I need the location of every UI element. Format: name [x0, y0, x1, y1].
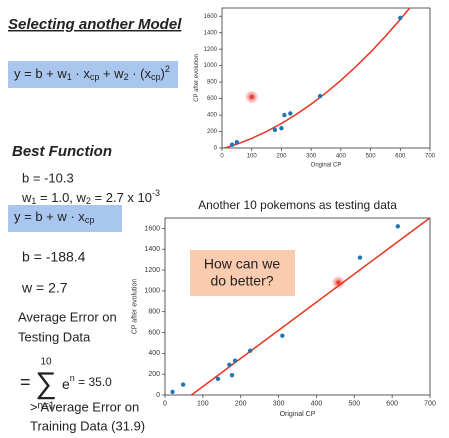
- y-tick-label: 1400: [144, 246, 160, 253]
- formula-box: [8, 61, 178, 88]
- x-tick-label: 500: [348, 400, 360, 407]
- x-axis-label: Original CP: [311, 162, 342, 168]
- data-point: [317, 93, 323, 99]
- y-tick-label: 600: [148, 329, 160, 336]
- y-tick-label: 1200: [144, 267, 160, 274]
- highlight-point: [249, 94, 254, 100]
- x-tick-label: 400: [336, 153, 347, 159]
- y-tick-label: 1400: [204, 30, 218, 36]
- param: w1 = 1.0, w2 = 2.7 x 10-3: [21, 188, 160, 206]
- data-point: [395, 224, 401, 229]
- param: b = -10.3: [22, 170, 74, 185]
- x-tick-label: 0: [163, 400, 167, 407]
- param: b = -188.4: [22, 249, 86, 265]
- fit-line: [190, 218, 430, 395]
- x-tick-label: 700: [424, 400, 436, 407]
- data-point: [280, 333, 285, 338]
- heading: Selecting another Model: [8, 16, 182, 33]
- y-tick-label: 1000: [204, 63, 218, 69]
- y-tick-label: 400: [207, 113, 218, 119]
- fit-line: [222, 8, 411, 148]
- chart: 0 100 200 300 400 500 600 700 0 200 400 600 800 1000 1…: [194, 7, 436, 168]
- x-tick-label: 600: [386, 400, 398, 407]
- sum-upper: 10: [40, 357, 52, 368]
- data-point: [398, 15, 403, 21]
- y-tick-label: 1000: [144, 288, 160, 295]
- y-tick-label: 1200: [204, 47, 218, 53]
- note: Testing Data: [18, 329, 91, 344]
- y-tick-label: 400: [148, 350, 160, 357]
- highlight-point: [336, 280, 341, 285]
- callout-box: [190, 250, 295, 296]
- data-point: [279, 126, 284, 131]
- callout: do better?: [210, 273, 273, 289]
- plot-frame: [164, 217, 431, 396]
- plot-frame: [221, 7, 431, 149]
- formula: y = b + w · xcp: [14, 209, 94, 225]
- callout: How can we: [204, 256, 280, 272]
- sum-equals: =: [20, 372, 31, 392]
- y-tick-label: 800: [207, 80, 218, 86]
- formula-box: [8, 205, 122, 232]
- data-point: [234, 140, 240, 145]
- note: > Average Error on: [30, 399, 139, 414]
- data-point: [232, 358, 238, 363]
- x-tick-label: 100: [197, 400, 209, 407]
- note: Average Error on: [18, 309, 117, 324]
- subheading: Best Function: [12, 143, 112, 160]
- data-point: [180, 382, 186, 387]
- y-tick-label: 200: [207, 129, 218, 135]
- x-tick-label: 700: [425, 153, 436, 159]
- sum-sigma: ∑: [35, 367, 56, 400]
- y-axis-label: CP after evolution: [194, 54, 200, 102]
- x-tick-label: 100: [247, 153, 258, 159]
- y-tick-label: 200: [148, 371, 160, 378]
- chart: 0 100 200 300 400 500 600 700 0 200 400 600 800 1000 1…: [132, 198, 436, 418]
- param: w = 2.7: [21, 280, 68, 296]
- data-point: [229, 373, 235, 378]
- x-tick-label: 300: [273, 400, 285, 407]
- x-tick-label: 200: [235, 400, 247, 407]
- y-tick-label: 600: [207, 96, 218, 102]
- data-point: [229, 142, 235, 147]
- sum-lower: n=1: [38, 401, 55, 412]
- data-point: [247, 348, 253, 353]
- y-axis-label: CP after evolution: [132, 279, 139, 335]
- formula: y = b + w1 · xcp + w2 · (xcp)2: [14, 64, 170, 82]
- y-tick-label: 1600: [144, 225, 160, 232]
- charts: 0 100 200 300 400 500 600 700020040060080010001…: [132, 7, 436, 418]
- data-point: [227, 362, 232, 368]
- data-point: [357, 255, 363, 260]
- chart-title: Another 10 pokemons as testing data: [198, 198, 397, 212]
- x-axis-label: Original CP: [280, 411, 316, 418]
- data-point: [282, 112, 287, 118]
- x-tick-label: 0: [220, 153, 224, 159]
- data-point: [288, 111, 293, 116]
- y-tick-label: 0: [214, 146, 218, 152]
- data-point: [215, 376, 221, 382]
- x-tick-label: 500: [366, 153, 377, 159]
- data-point: [272, 127, 278, 133]
- sum-term: en = 35.0: [62, 373, 112, 391]
- x-tick-label: 600: [395, 153, 406, 159]
- y-tick-label: 0: [156, 392, 160, 399]
- y-tick-label: 1600: [204, 14, 218, 20]
- x-tick-label: 300: [306, 153, 317, 159]
- x-tick-label: 200: [276, 153, 287, 159]
- y-tick-label: 800: [148, 309, 160, 316]
- note: Training Data (31.9): [30, 418, 145, 433]
- x-tick-label: 400: [311, 400, 323, 407]
- data-point: [170, 389, 175, 395]
